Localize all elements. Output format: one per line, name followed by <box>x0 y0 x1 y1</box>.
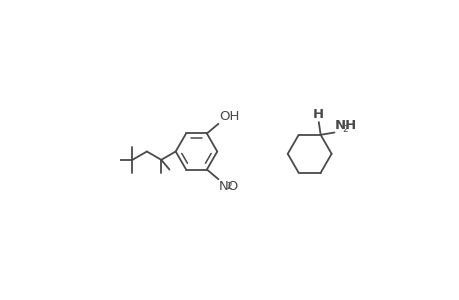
Text: NO: NO <box>218 180 239 193</box>
Text: H: H <box>312 108 323 121</box>
Text: NH: NH <box>335 118 357 132</box>
Text: OH: OH <box>219 110 239 123</box>
Text: 2: 2 <box>342 125 347 134</box>
Text: 2: 2 <box>226 182 232 190</box>
